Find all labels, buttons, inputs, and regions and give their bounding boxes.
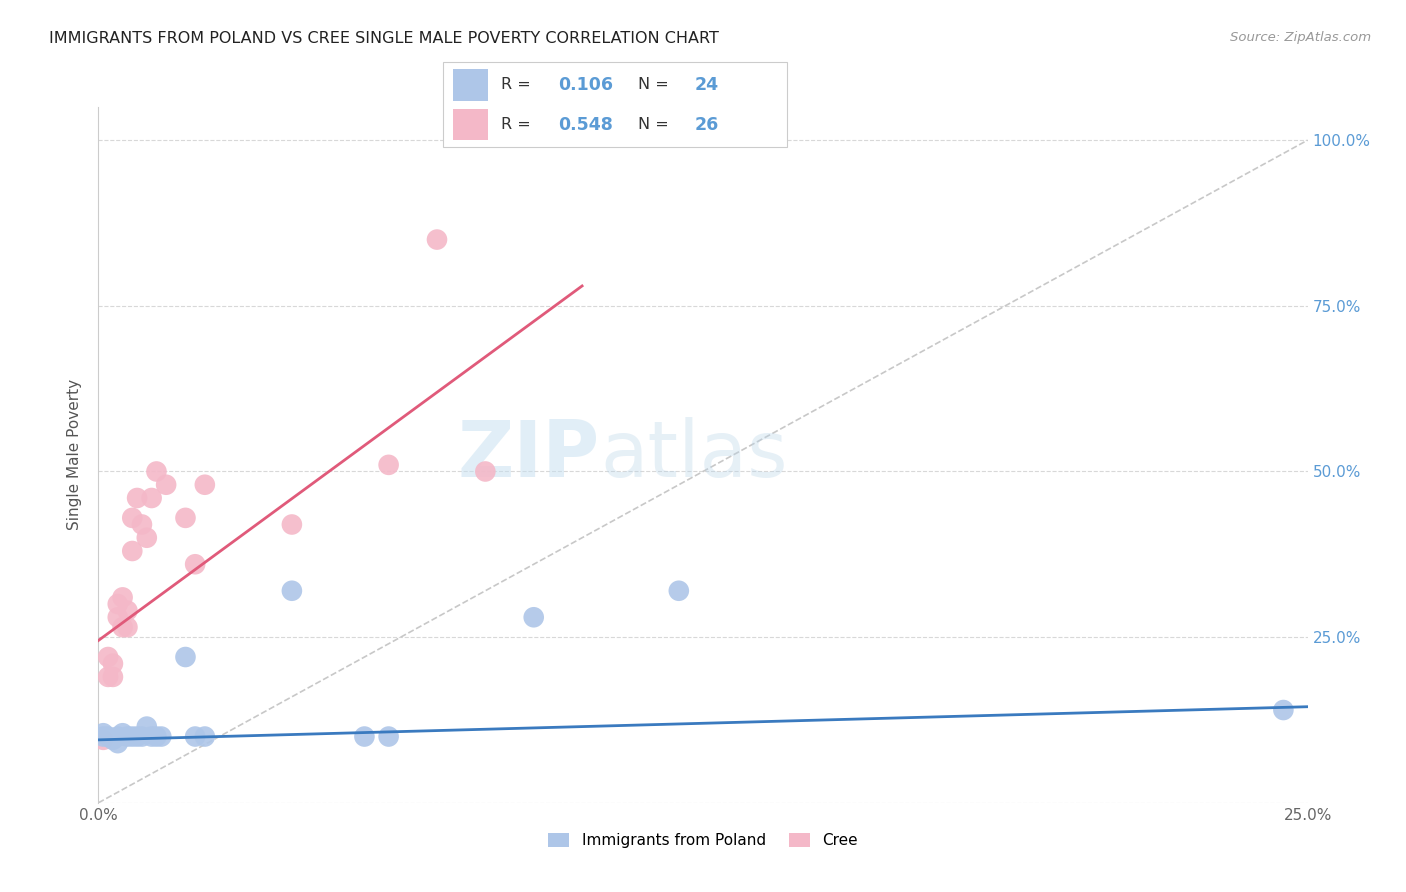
Point	[97, 650, 120, 665]
Point	[91, 732, 114, 747]
Point	[117, 620, 139, 634]
Point	[150, 730, 173, 744]
Point	[121, 544, 143, 558]
Point	[1272, 703, 1295, 717]
Text: N =: N =	[637, 78, 673, 93]
Point	[281, 517, 304, 532]
Text: N =: N =	[637, 117, 673, 132]
Point	[107, 610, 129, 624]
Point	[117, 730, 139, 744]
Point	[141, 491, 163, 505]
Point	[111, 591, 134, 605]
Point	[91, 730, 114, 744]
Point	[377, 458, 399, 472]
Point	[91, 726, 114, 740]
Point	[377, 730, 399, 744]
Point	[145, 730, 167, 744]
Point	[121, 511, 143, 525]
Point	[194, 477, 217, 491]
Point	[668, 583, 690, 598]
Text: 26: 26	[695, 116, 718, 134]
Point	[474, 465, 496, 479]
Text: R =: R =	[502, 78, 536, 93]
Point	[107, 597, 129, 611]
Point	[174, 511, 197, 525]
Point	[135, 531, 157, 545]
Point	[135, 720, 157, 734]
Point	[117, 604, 139, 618]
Point	[101, 732, 124, 747]
Legend: Immigrants from Poland, Cree: Immigrants from Poland, Cree	[541, 827, 865, 855]
Point	[97, 670, 120, 684]
Point	[145, 465, 167, 479]
Point	[127, 730, 149, 744]
Y-axis label: Single Male Poverty: Single Male Poverty	[67, 379, 83, 531]
Point	[97, 730, 120, 744]
FancyBboxPatch shape	[443, 62, 787, 147]
Point	[111, 620, 134, 634]
Point	[174, 650, 197, 665]
Point	[281, 583, 304, 598]
Point	[194, 730, 217, 744]
Text: Source: ZipAtlas.com: Source: ZipAtlas.com	[1230, 31, 1371, 45]
FancyBboxPatch shape	[453, 70, 488, 101]
Point	[353, 730, 375, 744]
Point	[111, 726, 134, 740]
Text: R =: R =	[502, 117, 536, 132]
Point	[523, 610, 546, 624]
Point	[184, 730, 207, 744]
Text: 24: 24	[695, 76, 718, 94]
Text: ZIP: ZIP	[458, 417, 600, 493]
Point	[101, 670, 124, 684]
Text: atlas: atlas	[600, 417, 787, 493]
Point	[184, 558, 207, 572]
FancyBboxPatch shape	[453, 109, 488, 140]
Point	[107, 730, 129, 744]
Point	[107, 736, 129, 750]
Point	[101, 657, 124, 671]
Point	[121, 730, 143, 744]
Text: 0.548: 0.548	[558, 116, 613, 134]
Point	[131, 517, 153, 532]
Point	[131, 730, 153, 744]
Text: 0.106: 0.106	[558, 76, 613, 94]
Point	[155, 477, 177, 491]
Point	[426, 233, 449, 247]
Point	[141, 730, 163, 744]
Point	[127, 491, 149, 505]
Text: IMMIGRANTS FROM POLAND VS CREE SINGLE MALE POVERTY CORRELATION CHART: IMMIGRANTS FROM POLAND VS CREE SINGLE MA…	[49, 31, 718, 46]
